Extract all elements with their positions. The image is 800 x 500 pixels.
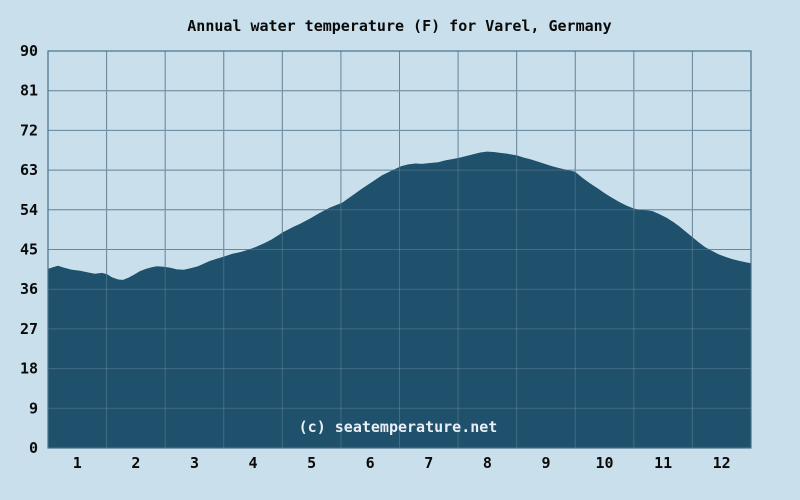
y-axis-tick-label: 90 xyxy=(20,42,38,60)
y-axis-tick-label: 81 xyxy=(20,82,38,100)
y-axis-tick-label: 54 xyxy=(20,201,38,219)
y-axis-tick-label: 63 xyxy=(20,161,38,179)
y-axis-tick-label: 36 xyxy=(20,280,38,298)
y-axis-tick-label: 0 xyxy=(29,439,38,457)
x-axis-month-label: 5 xyxy=(307,454,316,472)
x-axis-month-label: 11 xyxy=(654,454,672,472)
y-axis-tick-label: 9 xyxy=(29,399,38,417)
x-axis-month-label: 6 xyxy=(366,454,375,472)
x-axis-month-label: 7 xyxy=(424,454,433,472)
watermark: (c) seatemperature.net xyxy=(298,418,498,436)
y-axis-tick-label: 45 xyxy=(20,241,38,259)
x-axis-month-label: 2 xyxy=(131,454,140,472)
plot-border xyxy=(47,50,752,449)
x-axis-month-label: 8 xyxy=(483,454,492,472)
chart-title: Annual water temperature (F) for Varel, … xyxy=(187,17,612,35)
x-axis-month-label: 9 xyxy=(541,454,550,472)
y-axis-tick-label: 18 xyxy=(20,360,38,378)
water-temperature-area xyxy=(48,151,751,448)
x-axis-month-label: 12 xyxy=(713,454,731,472)
y-axis-tick-label: 72 xyxy=(20,121,38,139)
x-axis-month-label: 4 xyxy=(248,454,257,472)
x-axis-month-label: 10 xyxy=(595,454,613,472)
y-axis-tick-label: 27 xyxy=(20,320,38,338)
x-axis-month-label: 1 xyxy=(73,454,82,472)
x-axis-month-label: 3 xyxy=(190,454,199,472)
